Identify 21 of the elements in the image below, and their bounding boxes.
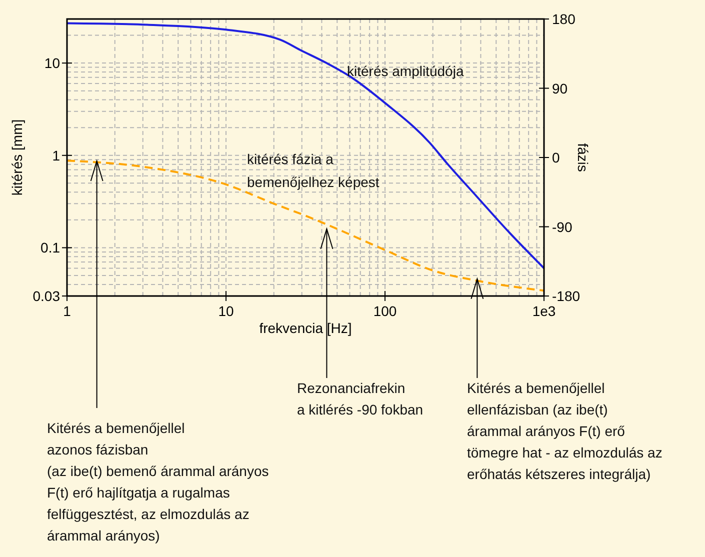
y2-tick-label: -180 [552,288,580,304]
y2-axis-title: fázis [575,143,591,172]
y-tick-label: 10 [44,55,60,72]
x-tick-label: 1e3 [532,303,556,319]
y2-tick-label: 90 [552,80,568,96]
y-tick-label: 0.1 [40,240,60,256]
x-tick-label: 1 [63,303,72,319]
y-tick-label: 1 [52,147,60,164]
annotation: Kitérés a bemenőjellel ellenfázisban (az ibe(t) árammal arányos F(t) erő tömegre hat - az elmozdulás az erőhatás kétszeres integrálja) [467,380,662,482]
y-tick-label: 0.03 [32,288,60,304]
annotation: Rezonanciafrekin a kitlérés -90 fokban [297,380,424,418]
series-label: kitérés fázia a bemenőjelhez képest [247,151,380,190]
y2-tick-label: 180 [552,11,576,27]
annotation: Kitérés a bemenőjellel azonos fázisban (az ibe(t) bemenő árammal arányos F(t) erő hajlítgatja a rugalmas felfüggesztést, az elmozdulás az árammal arányos) [47,420,269,544]
x-tick-label: 10 [218,303,234,319]
y2-tick-label: -90 [552,218,572,235]
y2-tick-label: 0 [552,150,560,166]
x-axis-title: frekvencia [Hz] [259,320,352,336]
y-axis-title: kitérés [mm] [9,119,25,196]
x-tick-label: 100 [373,303,397,319]
series-label: kitérés amplitúdója [347,63,464,79]
